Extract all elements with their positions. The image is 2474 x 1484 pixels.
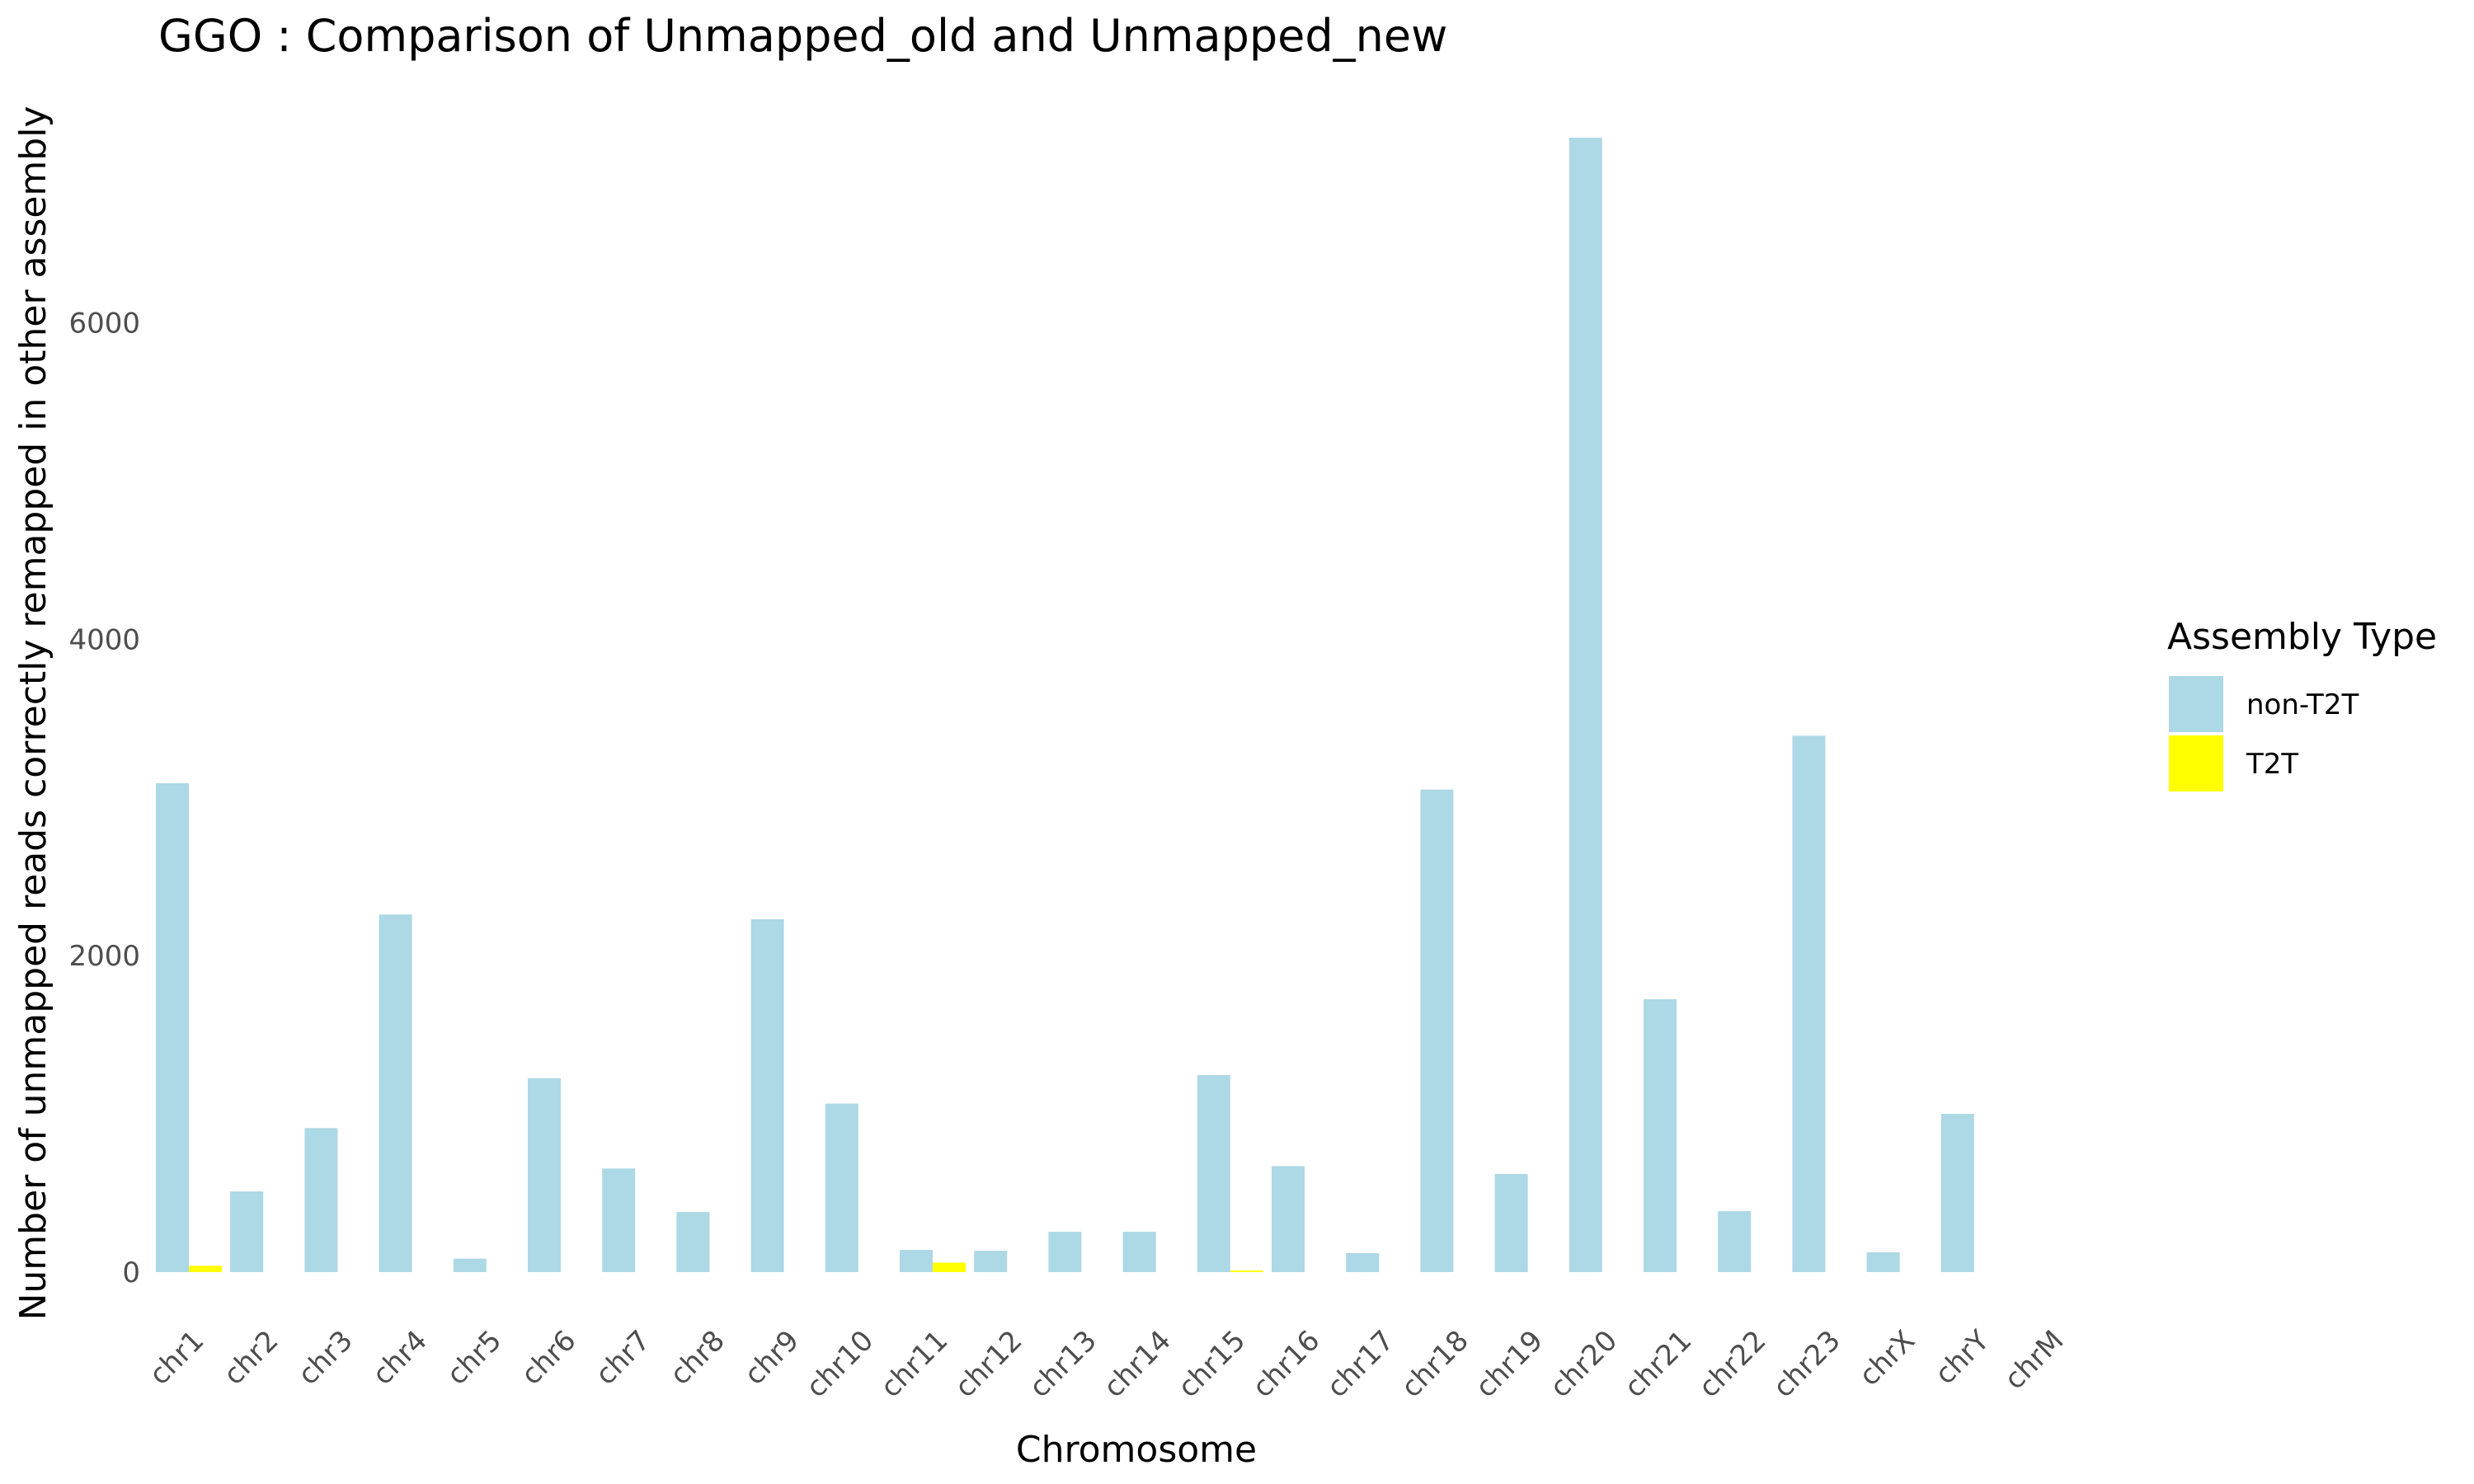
bar-non-t2t-chr16 xyxy=(1272,1166,1305,1272)
bars xyxy=(156,138,1974,1272)
x-tick-label: chr11 xyxy=(874,1324,954,1404)
x-tick-label: chr3 xyxy=(292,1324,360,1392)
bar-non-t2t-chr1 xyxy=(156,782,189,1272)
bar-non-t2t-chr22 xyxy=(1718,1211,1752,1272)
bar-non-t2t-chr6 xyxy=(528,1078,561,1272)
x-tick-label: chr21 xyxy=(1618,1324,1698,1404)
x-tick-label: chr4 xyxy=(366,1324,434,1392)
legend-swatch-t2t xyxy=(2169,735,2223,791)
bar-non-t2t-chr18 xyxy=(1420,789,1454,1272)
x-tick-label: chr9 xyxy=(738,1324,806,1392)
x-tick-label: chr20 xyxy=(1544,1324,1624,1404)
x-tick-label: chr2 xyxy=(218,1324,285,1392)
x-tick-label: chr7 xyxy=(590,1324,657,1392)
bar-t2t-chr1 xyxy=(189,1266,222,1272)
y-axis-title: Number of unmapped reads correctly remap… xyxy=(12,106,54,1321)
x-tick-label: chr12 xyxy=(948,1324,1028,1404)
bar-non-t2t-chr11 xyxy=(900,1250,933,1272)
x-tick-label: chr22 xyxy=(1692,1324,1772,1404)
bar-non-t2t-chr9 xyxy=(750,919,784,1272)
chart-title: GGO : Comparison of Unmapped_old and Unm… xyxy=(158,10,1447,62)
x-axis-title: Chromosome xyxy=(1016,1429,1257,1471)
bar-non-t2t-chr21 xyxy=(1644,998,1677,1272)
bar-non-t2t-chr23 xyxy=(1792,735,1826,1272)
x-tick-label: chr8 xyxy=(664,1324,731,1392)
bar-non-t2t-chr7 xyxy=(602,1168,636,1272)
bar-non-t2t-chr12 xyxy=(974,1251,1008,1272)
x-tick-label: chr16 xyxy=(1246,1324,1326,1404)
y-tick-label: 6000 xyxy=(68,308,140,340)
x-tick-label: chr6 xyxy=(515,1324,582,1392)
bar-t2t-chr15 xyxy=(1230,1270,1263,1272)
bar-non-t2t-chr3 xyxy=(304,1128,338,1272)
bar-non-t2t-chrY xyxy=(1940,1114,1974,1272)
bar-non-t2t-chr19 xyxy=(1494,1174,1528,1272)
bar-non-t2t-chr5 xyxy=(453,1258,487,1272)
bar-non-t2t-chr20 xyxy=(1569,138,1602,1272)
x-tick-label: chr5 xyxy=(440,1324,508,1392)
bar-t2t-chr11 xyxy=(933,1262,966,1272)
x-tick-label: chr1 xyxy=(143,1324,210,1392)
x-tick-label: chr10 xyxy=(800,1324,880,1404)
x-tick-label: chr13 xyxy=(1023,1324,1103,1404)
x-tick-label: chr18 xyxy=(1395,1324,1475,1404)
x-axis-ticks: chr1 chr2 chr3 chr4 chr5 chr6 chr7 chr8 chr9chr1… xyxy=(143,1324,2070,1404)
legend-title: Assembly Type xyxy=(2167,616,2437,658)
bar-non-t2t-chr8 xyxy=(676,1212,710,1272)
legend: Assembly Type non-T2T T2T xyxy=(2167,616,2437,791)
bar-non-t2t-chr13 xyxy=(1048,1232,1082,1272)
x-tick-label: chr19 xyxy=(1470,1324,1550,1404)
y-axis-ticks: 0 2000 4000 6000 xyxy=(68,308,140,1289)
legend-label-t2t: T2T xyxy=(2246,748,2298,781)
y-tick-label: 2000 xyxy=(68,940,140,973)
x-tick-label: chr17 xyxy=(1320,1324,1400,1404)
bar-non-t2t-chr14 xyxy=(1122,1232,1156,1272)
bar-non-t2t-chrX xyxy=(1866,1252,1900,1272)
bar-non-t2t-chr10 xyxy=(825,1103,858,1272)
y-tick-label: 4000 xyxy=(68,623,140,656)
x-tick-label: chrX xyxy=(1853,1324,1921,1392)
legend-label-non-t2t: non-T2T xyxy=(2246,688,2359,721)
bar-non-t2t-chr17 xyxy=(1346,1252,1380,1272)
legend-swatch-non-t2t xyxy=(2169,676,2223,732)
x-tick-label: chr15 xyxy=(1172,1324,1252,1404)
x-tick-label: chrM xyxy=(1998,1324,2070,1396)
bar-non-t2t-chr2 xyxy=(230,1191,264,1272)
x-tick-label: chr14 xyxy=(1098,1324,1178,1404)
bar-non-t2t-chr4 xyxy=(379,914,412,1272)
bar-non-t2t-chr15 xyxy=(1197,1075,1230,1272)
x-tick-label: chrY xyxy=(1929,1324,1996,1391)
x-tick-label: chr23 xyxy=(1767,1324,1847,1404)
y-tick-label: 0 xyxy=(122,1256,140,1289)
